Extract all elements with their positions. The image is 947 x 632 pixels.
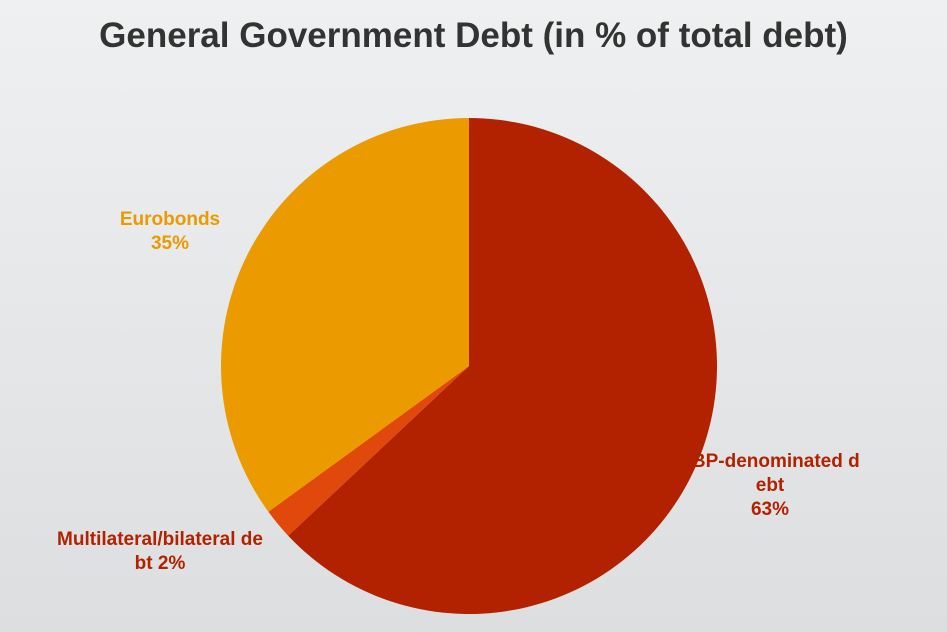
value-label: 35%: [150, 233, 190, 254]
value-label: 2%: [157, 553, 186, 574]
pie-slice: [288, 118, 717, 614]
category-label: LBP-denominated debt: [680, 451, 860, 496]
category-label: Eurobonds: [119, 209, 221, 230]
category-label: Multilateral/bilateral debt: [57, 529, 263, 574]
value-label: 63%: [750, 499, 790, 520]
slice-label: Multilateral/bilateral debt 2%: [55, 528, 265, 576]
chart-title: General Government Debt (in % of total d…: [99, 16, 848, 55]
slice-label: LBP-denominated debt 63%: [680, 450, 860, 522]
slice-label: Eurobonds 35%: [105, 208, 235, 256]
pie-slice: [221, 118, 469, 512]
pie-slice: [268, 366, 469, 536]
